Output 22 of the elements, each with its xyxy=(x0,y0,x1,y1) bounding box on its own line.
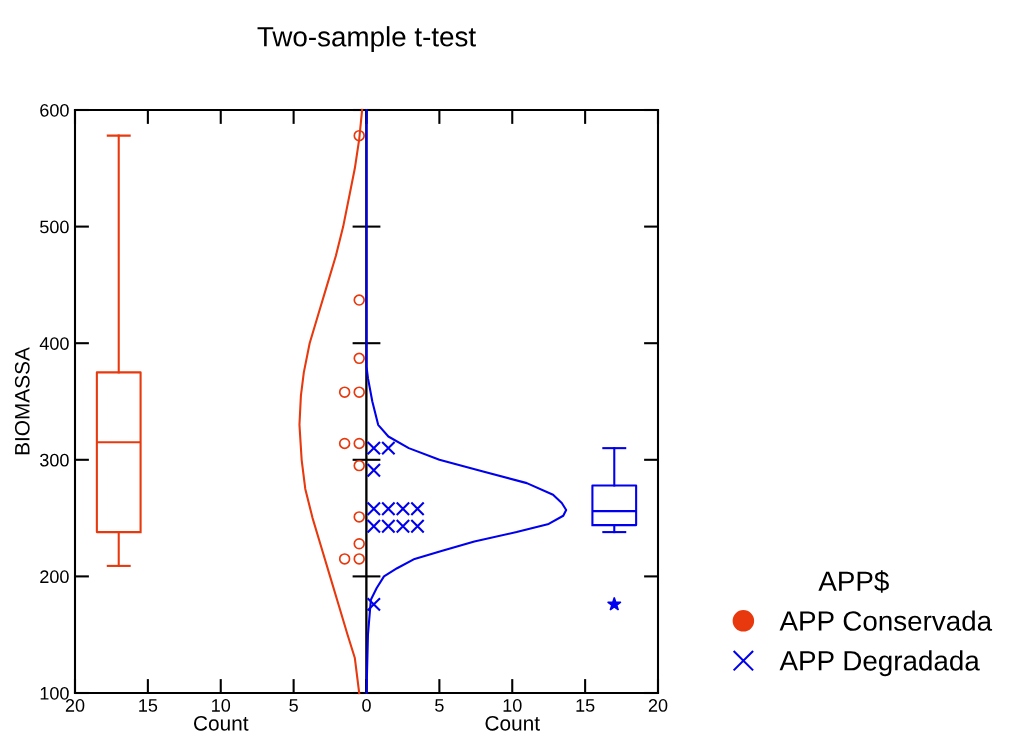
x-axis-title: Count xyxy=(194,715,249,731)
y-tick-label: 200 xyxy=(40,570,69,584)
y-tick-label: 100 xyxy=(40,686,69,700)
y-tick-label: 400 xyxy=(39,337,69,350)
y-tick-label: 500 xyxy=(40,220,69,234)
x-tick-label: 10 xyxy=(212,699,231,712)
legend-label: APP Degradada xyxy=(779,650,980,677)
legend-label: APP Conservada xyxy=(779,610,993,631)
x-tick-label: 5 xyxy=(289,699,298,712)
y-axis-title: BIOMASSA xyxy=(14,347,30,455)
x-tick-label: 15 xyxy=(576,699,595,712)
x-tick-label: 20 xyxy=(648,699,668,712)
x-tick-label: 0 xyxy=(362,699,371,712)
x-tick-label: 20 xyxy=(65,699,85,712)
chart-title: Two-sample t-test xyxy=(257,26,476,53)
y-tick-label: 300 xyxy=(40,453,69,467)
y-tick-label: 600 xyxy=(40,103,69,117)
x-tick-label: 5 xyxy=(435,699,444,712)
x-tick-label: 10 xyxy=(503,699,522,712)
legend-title: APP$ xyxy=(818,570,889,593)
x-tick-label: 15 xyxy=(139,699,158,712)
x-axis-title: Count xyxy=(485,715,540,731)
